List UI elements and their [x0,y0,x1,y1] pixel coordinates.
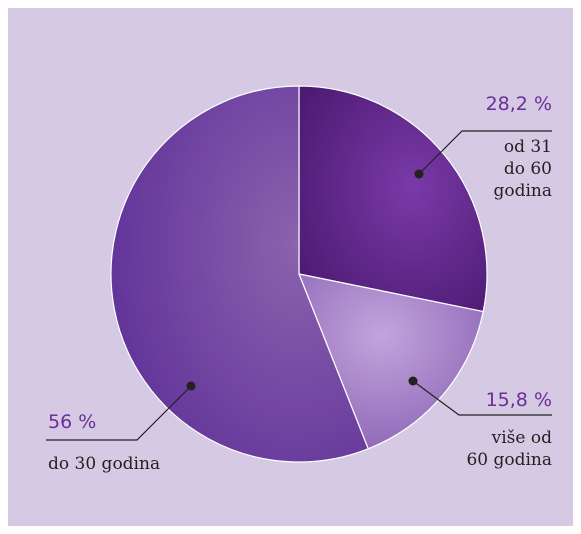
leader-line-s31_60 [418,130,552,175]
pie-slices [110,85,488,463]
slice-value-label-s60plus: 15,8 % [486,389,552,411]
slice-caption-line: do 60 [504,159,552,179]
leader-dot-s30 [186,381,196,391]
slice-caption-line: 60 godina [466,450,552,470]
slice-caption-s31_60: od 31 do 60 godina [493,137,552,201]
pie-slice-s60plus [298,273,484,450]
slice-caption-s30: do 30 godina [48,454,160,474]
slice-value-label-s30: 56 % [48,411,96,433]
slice-caption-line: više od [491,428,552,448]
slice-caption-line: do 30 godina [48,454,160,474]
slice-value-label-s31_60: 28,2 % [486,93,552,115]
leader-line-s60plus [412,380,552,416]
slice-caption-line: od 31 [504,137,552,157]
leader-dot-s60plus [408,376,418,386]
leader-line-s30 [46,385,192,441]
leader-dot-s31_60 [414,169,424,179]
pie-labels: 28,2 % od 31 do 60 godina 15,8 % više od 60 go… [46,93,552,474]
pie-slice-s31_60 [298,85,488,313]
slice-caption-line: godina [493,181,552,201]
pie-slice-s30 [110,85,369,463]
slice-caption-s60plus: više od 60 godina [466,428,552,470]
